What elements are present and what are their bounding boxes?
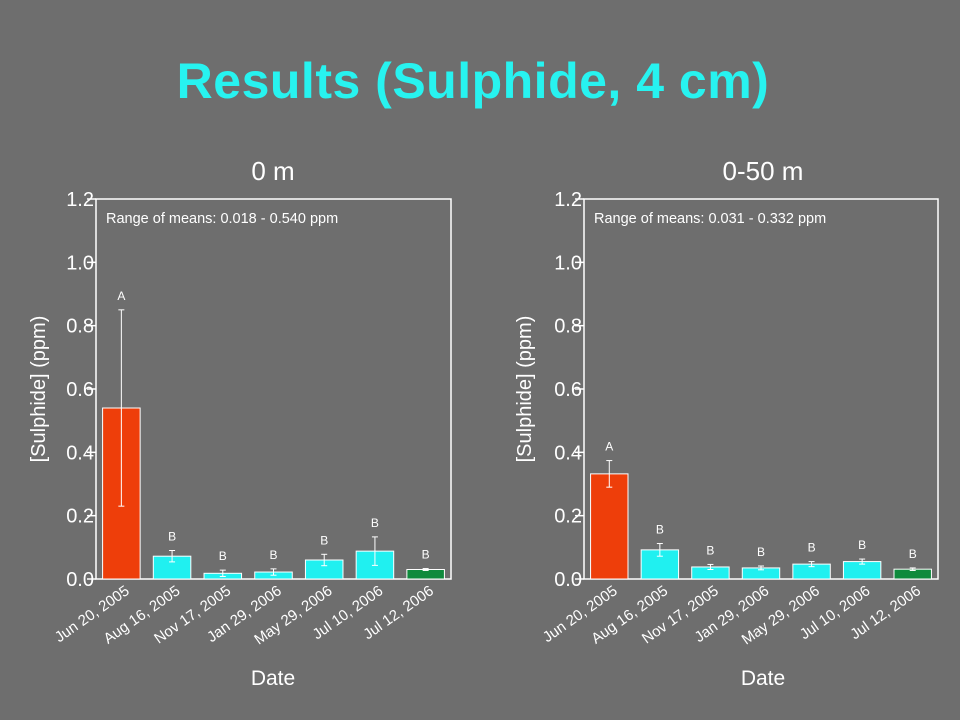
y-tick-label: 0.0 — [554, 569, 582, 591]
y-tick-label: 1.0 — [554, 252, 582, 274]
chart-2: 0-50 m Range of means: 0.031 - 0.332 ppm 0… — [514, 156, 939, 690]
range-annotation: Range of means: 0.018 - 0.540 ppm — [106, 211, 338, 227]
group-letter: B — [422, 548, 430, 562]
y-tick-label: 1.2 — [66, 189, 94, 211]
y-tick-label: 0.8 — [66, 316, 94, 338]
y-tick-label: 0.6 — [66, 379, 94, 401]
range-annotation: Range of means: 0.031 - 0.332 ppm — [594, 211, 826, 227]
y-tick-label: 0.6 — [554, 379, 582, 401]
y-axis-label: [Sulphide] (ppm) — [514, 316, 536, 463]
y-tick-label: 1.2 — [554, 189, 582, 211]
bar — [590, 473, 629, 580]
plot-frame — [583, 198, 939, 580]
group-letter: B — [909, 547, 917, 561]
y-tick-label: 0.8 — [554, 316, 582, 338]
y-tick-label: 0.2 — [66, 506, 94, 528]
y-tick-label: 0.2 — [554, 506, 582, 528]
chart-title: 0-50 m — [723, 156, 804, 186]
group-letter: B — [219, 549, 227, 563]
group-letter: B — [858, 538, 866, 552]
y-tick-label: 1.0 — [66, 252, 94, 274]
group-letter: B — [320, 533, 328, 547]
group-letter: B — [269, 548, 277, 562]
group-letter: B — [757, 545, 765, 559]
group-letter: A — [605, 440, 613, 454]
x-axis-label: Date — [251, 667, 295, 690]
group-letter: A — [117, 289, 125, 303]
group-letter: B — [371, 516, 379, 530]
x-axis-label: Date — [741, 667, 785, 690]
group-letter: B — [656, 523, 664, 537]
group-letter: B — [168, 530, 176, 544]
slide-title: Results (Sulphide, 4 cm) — [176, 53, 770, 109]
y-axis-label: [Sulphide] (ppm) — [28, 316, 50, 463]
y-tick-label: 0.4 — [554, 442, 582, 464]
y-tick-label: 0.0 — [66, 569, 94, 591]
chart-1: 0 m Range of means: 0.018 - 0.540 ppm 0.0 0… — [28, 156, 452, 690]
chart-title: 0 m — [251, 156, 294, 186]
group-letter: B — [706, 543, 714, 557]
plot-frame — [95, 198, 452, 580]
y-tick-label: 0.4 — [66, 442, 94, 464]
group-letter: B — [808, 541, 816, 555]
